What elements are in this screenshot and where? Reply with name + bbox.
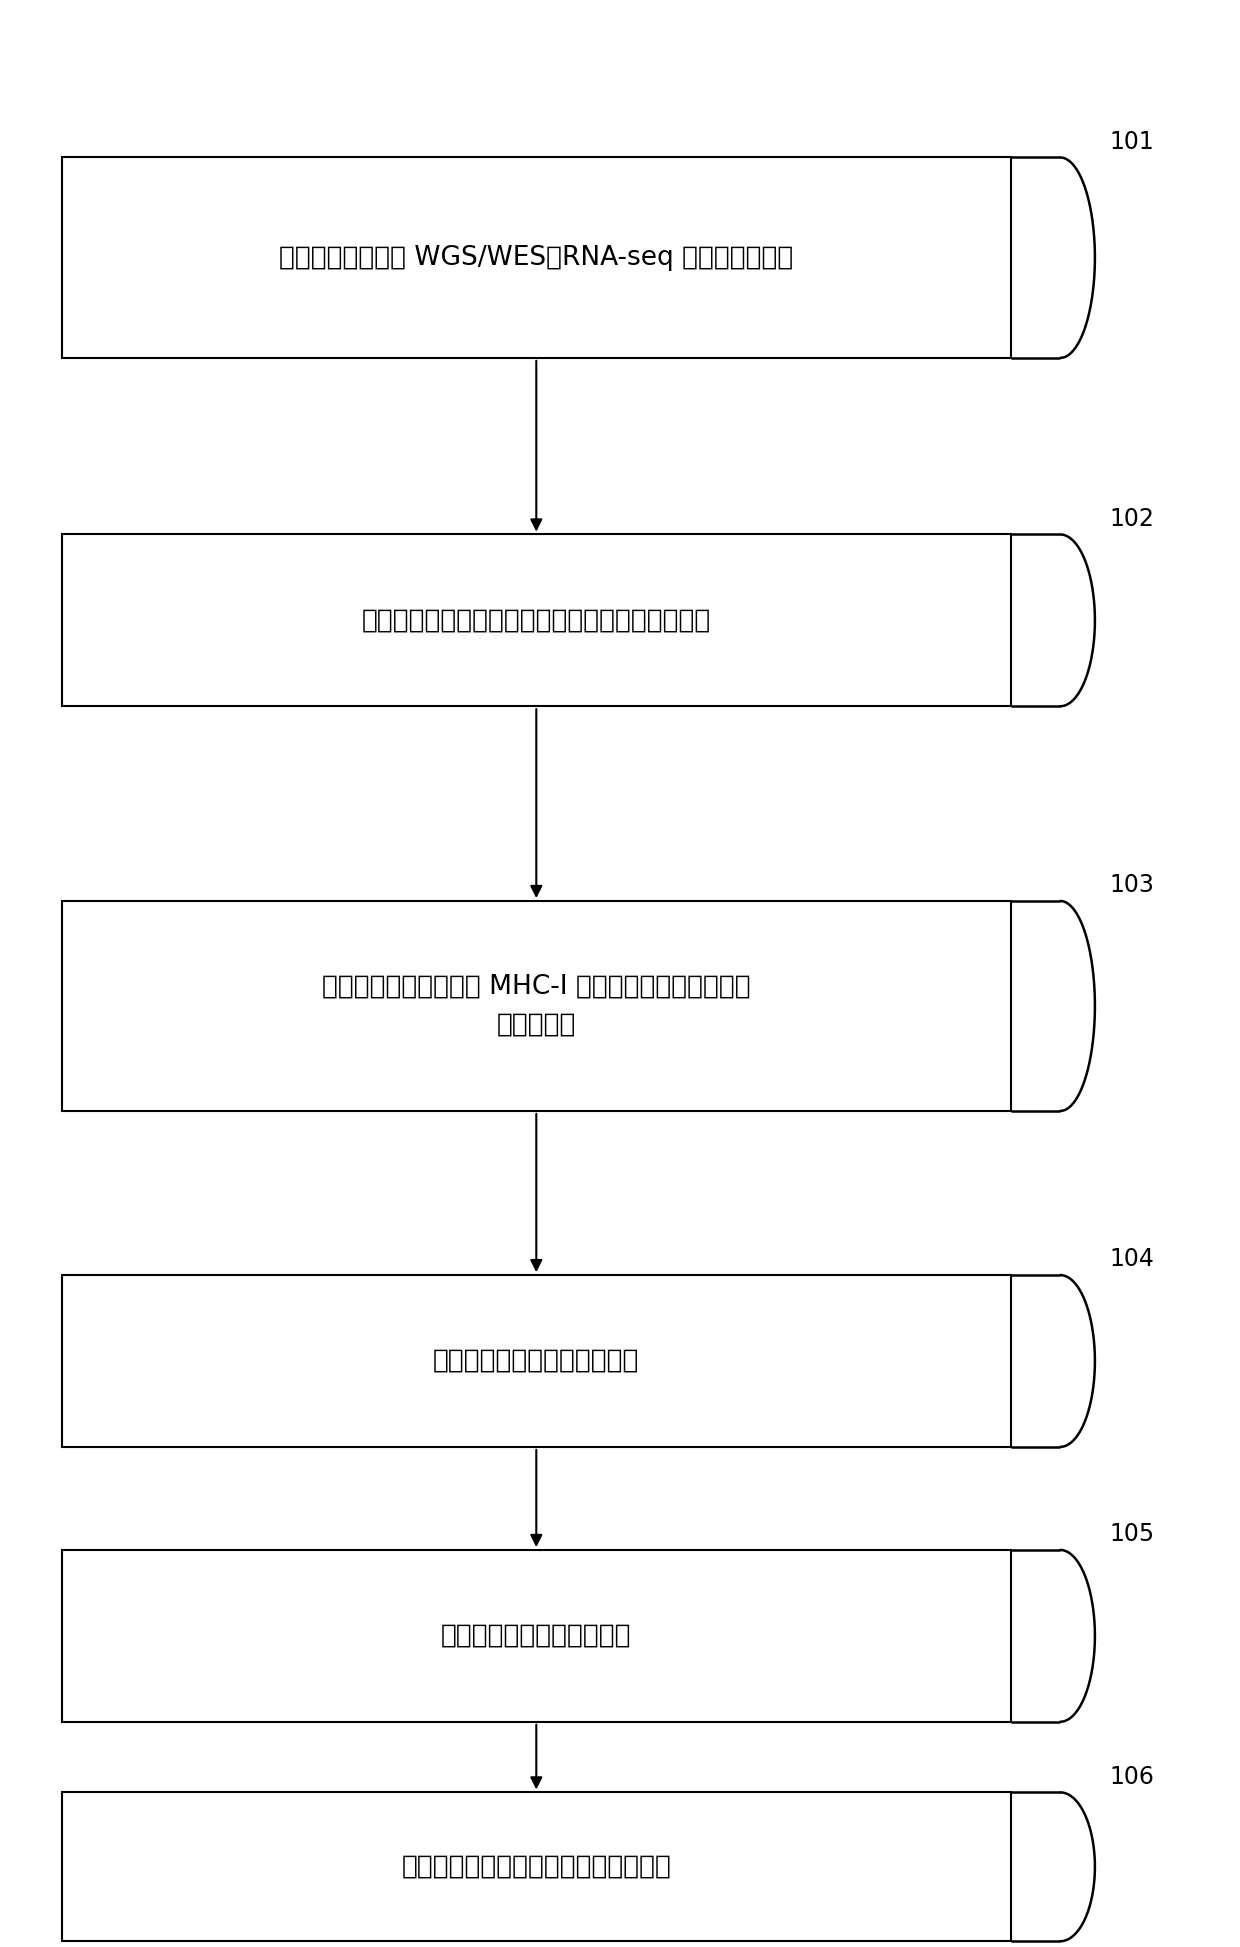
Bar xyxy=(62,1550,1011,1721)
Bar xyxy=(62,158,1011,358)
Bar xyxy=(62,901,1011,1112)
Bar xyxy=(62,1275,1011,1447)
Text: 104: 104 xyxy=(1110,1248,1154,1271)
Text: 101: 101 xyxy=(1110,130,1154,154)
Text: 肿瘤－正常样本的 WGS/WES、RNA-seq 测序数据的输入: 肿瘤－正常样本的 WGS/WES、RNA-seq 测序数据的输入 xyxy=(279,245,794,271)
Bar xyxy=(62,1793,1011,1941)
Text: 105: 105 xyxy=(1110,1523,1154,1546)
Text: 新抗原所有相关特征值的提取: 新抗原所有相关特征值的提取 xyxy=(433,1347,640,1375)
Text: 基于肿瘤体细胞突变的 MHC-I 结合新抗原预测、相关特
征值的计算: 基于肿瘤体细胞突变的 MHC-I 结合新抗原预测、相关特 征值的计算 xyxy=(322,974,750,1038)
Text: 102: 102 xyxy=(1110,506,1154,532)
Text: 106: 106 xyxy=(1110,1764,1154,1789)
Text: 新抗原活性打分函数的设定: 新抗原活性打分函数的设定 xyxy=(441,1624,631,1649)
Text: 103: 103 xyxy=(1110,872,1154,898)
Bar xyxy=(62,535,1011,707)
Text: 肿瘤体细胞突变的预测及注释、相关特征值的计算: 肿瘤体细胞突变的预测及注释、相关特征值的计算 xyxy=(362,607,711,633)
Text: 基于新抗原活性打分函数的新抗原排序: 基于新抗原活性打分函数的新抗原排序 xyxy=(402,1854,671,1881)
